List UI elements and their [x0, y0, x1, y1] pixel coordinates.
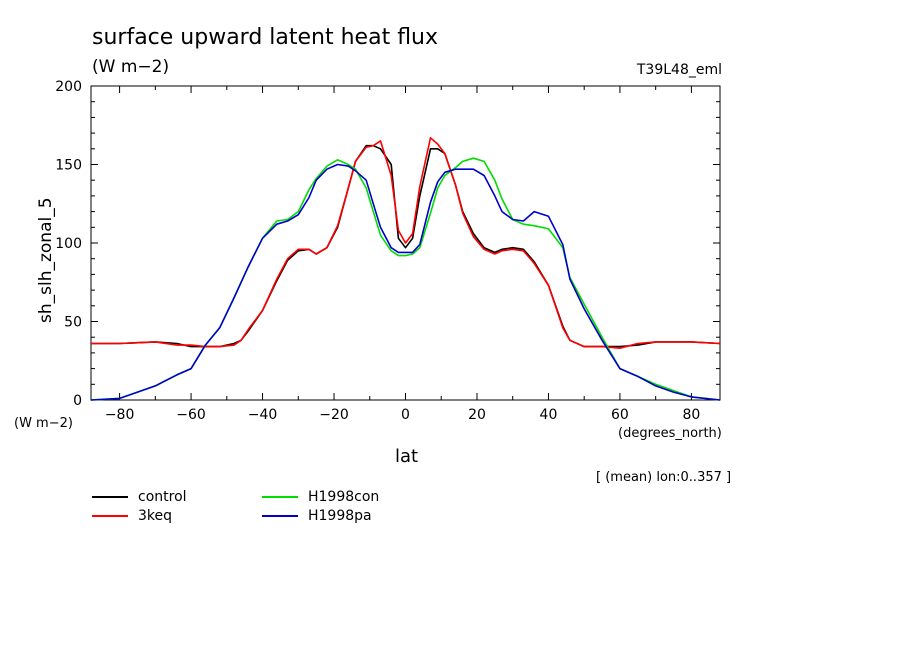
x-tick-label: −60 — [176, 407, 206, 423]
series-line-h1998con — [90, 157, 721, 401]
chart-title: surface upward latent heat flux — [92, 25, 439, 50]
y-axis-label: sh_slh_zonal_5 — [36, 197, 56, 323]
y-tick-label: 100 — [55, 236, 82, 252]
y-tick-label: 0 — [73, 393, 82, 409]
legend-label: 3keq — [138, 508, 173, 524]
y-units-label: (W m−2) — [14, 416, 73, 431]
legend-item-control: control — [92, 488, 187, 506]
averaging-note: [ (mean) lon:0..357 ] — [596, 470, 732, 485]
run-id-label: T39L48_eml — [636, 62, 722, 78]
legend-item-3keq: 3keq — [92, 507, 172, 525]
series-line-control — [91, 144, 721, 348]
x-tick-label: −20 — [319, 407, 349, 423]
series-line-3keq — [91, 137, 721, 350]
legend-swatch-h1998con — [262, 496, 298, 498]
y-tick-label: 200 — [55, 79, 82, 95]
x-tick-label: 40 — [540, 407, 558, 423]
series-line-h1998pa — [90, 163, 721, 401]
x-tick-label: 20 — [468, 407, 486, 423]
y-tick-label: 50 — [64, 315, 82, 331]
legend-item-h1998pa: H1998pa — [262, 507, 372, 525]
y-tick-label: 150 — [55, 158, 82, 174]
legend: control 3keq H1998con H1998pa — [92, 488, 432, 528]
legend-item-h1998con: H1998con — [262, 488, 379, 506]
chart-units: (W m−2) — [92, 57, 170, 77]
x-tick-label: 60 — [611, 407, 629, 423]
x-tick-label: −80 — [105, 407, 135, 423]
legend-label: H1998pa — [308, 508, 372, 524]
x-tick-label: 80 — [682, 407, 700, 423]
x-units-label: (degrees_north) — [618, 426, 722, 441]
x-tick-label: −40 — [248, 407, 278, 423]
legend-swatch-h1998pa — [262, 515, 298, 517]
legend-swatch-3keq — [92, 515, 128, 517]
legend-label: control — [138, 489, 187, 505]
x-axis-label: lat — [395, 446, 419, 467]
x-tick-label: 0 — [401, 407, 410, 423]
legend-swatch-control — [92, 496, 128, 498]
legend-label: H1998con — [308, 489, 380, 505]
